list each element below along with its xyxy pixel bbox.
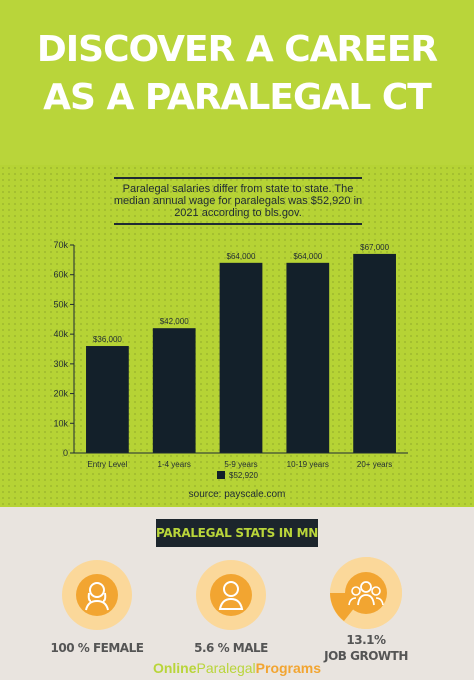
- x-tick-label: 10-19 years: [287, 460, 329, 469]
- stats-title: PARALEGAL STATS IN MN: [156, 519, 318, 547]
- salary-bar-chart: 0 10k 20k 30k 40k 50k 60k 70k $36,000 $42,000 $64…: [53, 240, 408, 480]
- chart-section: Paralegal salaries differ from state to …: [0, 165, 474, 507]
- y-tick-label: 30k: [53, 359, 68, 369]
- y-tick-label: 40k: [53, 329, 68, 339]
- female-stat-label: 100 % FEMALE: [50, 641, 144, 655]
- male-inner-circle: [210, 574, 252, 616]
- x-axis: Entry Level 1-4 years 5-9 years 10-19 years…: [74, 452, 408, 469]
- x-tick-label: Entry Level: [87, 460, 127, 469]
- y-tick-label: 20k: [53, 389, 68, 399]
- bottom-divider: [114, 223, 362, 225]
- y-tick-label: 70k: [53, 240, 68, 250]
- bar-data-label: $42,000: [160, 317, 189, 326]
- page-title: DISCOVER A CAREER AS A PARALEGAL CT: [36, 29, 438, 118]
- growth-stat-label: JOB GROWTH: [324, 649, 408, 663]
- y-tick-label: 50k: [53, 299, 68, 309]
- group-icon: [348, 581, 384, 606]
- chart-legend: $52,920: [217, 471, 258, 480]
- growth-inner-circle: [345, 572, 387, 614]
- bars: $36,000 $42,000 $64,000 $64,000 $67,000: [86, 243, 396, 453]
- bar: [286, 262, 330, 453]
- growth-stat-value: 13.1%: [346, 633, 386, 647]
- stats-section: PARALEGAL STATS IN MN 100 % FEMALE 5.6 %: [0, 507, 474, 680]
- brand-part-programs: Programs: [255, 660, 322, 676]
- top-divider: [114, 177, 362, 179]
- growth-stat-circle: [330, 557, 402, 629]
- y-axis: 0 10k 20k 30k 40k 50k 60k 70k: [53, 240, 75, 458]
- bar: [219, 262, 263, 453]
- y-tick-label: 0: [63, 448, 68, 458]
- x-tick-label: 1-4 years: [158, 460, 191, 469]
- bar-data-label: $36,000: [93, 335, 122, 344]
- header-banner: DISCOVER A CAREER AS A PARALEGAL CT: [0, 0, 474, 165]
- legend-label: $52,920: [229, 471, 258, 480]
- bar: [353, 253, 396, 453]
- legend-swatch: [217, 471, 225, 479]
- bar-data-label: $67,000: [360, 243, 389, 252]
- intro-text: Paralegal salaries differ from state to …: [113, 183, 363, 219]
- male-stat-label: 5.6 % MALE: [194, 641, 268, 655]
- brand-part-online: Online: [152, 660, 197, 676]
- bar: [152, 328, 196, 453]
- male-stat-circle: [196, 560, 266, 630]
- female-user-icon: [85, 582, 109, 611]
- bar-data-label: $64,000: [293, 252, 322, 261]
- x-tick-label: 20+ years: [357, 460, 392, 469]
- female-inner-circle: [76, 574, 118, 616]
- female-stat-circle: [62, 560, 132, 630]
- y-tick-label: 10k: [53, 418, 68, 428]
- brand-part-paralegal: Paralegal: [196, 660, 256, 676]
- bar: [86, 346, 129, 453]
- y-tick-label: 60k: [53, 270, 68, 280]
- brand-logo: OnlineParalegalPrograms: [0, 660, 474, 676]
- source-note: source: payscale.com: [188, 489, 286, 500]
- x-tick-label: 5-9 years: [224, 460, 257, 469]
- bar-data-label: $64,000: [227, 252, 256, 261]
- male-user-icon: [218, 581, 244, 610]
